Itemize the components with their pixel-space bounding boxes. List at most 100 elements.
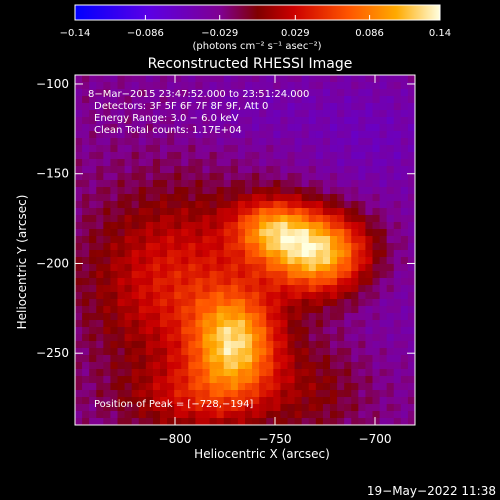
heatmap-cell xyxy=(386,320,395,328)
heatmap-cell xyxy=(202,348,210,356)
heatmap-cell xyxy=(365,117,373,125)
heatmap-cell xyxy=(96,271,104,279)
heatmap-cell xyxy=(372,313,380,321)
heatmap-cell xyxy=(216,159,225,167)
heatmap-cell xyxy=(315,341,324,349)
heatmap-cell xyxy=(294,159,303,167)
heatmap-cell xyxy=(301,278,310,286)
heatmap-cell xyxy=(266,278,274,286)
heatmap-cell xyxy=(138,138,147,146)
x-tick-label: −800 xyxy=(159,432,192,446)
heatmap-cell xyxy=(103,355,111,363)
heatmap-cell xyxy=(181,131,189,139)
heatmap-cell xyxy=(181,159,189,167)
heatmap-cell xyxy=(379,418,388,426)
heatmap-cell xyxy=(237,194,246,202)
heatmap-cell xyxy=(301,194,310,202)
heatmap-cell xyxy=(372,292,380,300)
heatmap-cell xyxy=(103,404,111,412)
heatmap-cell xyxy=(337,201,345,209)
heatmap-cell xyxy=(138,306,147,314)
heatmap-cell xyxy=(322,131,331,139)
heatmap-cell xyxy=(230,82,239,90)
heatmap-cell xyxy=(96,208,104,216)
heatmap-cell xyxy=(280,243,288,251)
heatmap-cell xyxy=(358,103,366,111)
heatmap-cell xyxy=(322,243,331,251)
heatmap-cell xyxy=(266,131,274,139)
heatmap-cell xyxy=(287,96,295,104)
heatmap-cell xyxy=(160,173,168,181)
heatmap-cell xyxy=(216,229,225,237)
heatmap-cell xyxy=(386,390,395,398)
heatmap-cell xyxy=(351,257,359,265)
heatmap-cell xyxy=(174,103,182,111)
heatmap-cell xyxy=(266,180,274,188)
heatmap-cell xyxy=(138,404,147,412)
heatmap-cell xyxy=(273,257,281,265)
heatmap-cell xyxy=(351,404,359,412)
heatmap-cell xyxy=(209,243,218,251)
heatmap-cell xyxy=(407,306,416,314)
heatmap-cell xyxy=(96,187,104,195)
heatmap-cell xyxy=(188,278,196,286)
heatmap-cell xyxy=(145,264,154,272)
heatmap-cell xyxy=(322,404,331,412)
heatmap-cell xyxy=(174,278,182,286)
heatmap-cell xyxy=(266,341,274,349)
heatmap-cell xyxy=(82,187,90,195)
heatmap-cell xyxy=(167,397,175,405)
heatmap-cell xyxy=(308,117,317,125)
heatmap-cell xyxy=(351,138,359,146)
heatmap-cell xyxy=(117,194,125,202)
heatmap-cell xyxy=(365,404,373,412)
heatmap-cell xyxy=(237,208,246,216)
heatmap-cell xyxy=(344,236,352,244)
heatmap-cell xyxy=(358,145,366,153)
heatmap-cell xyxy=(145,75,154,83)
heatmap-cell xyxy=(393,117,402,125)
heatmap-cell xyxy=(188,341,196,349)
heatmap-cell xyxy=(372,376,380,384)
heatmap-cell xyxy=(209,376,218,384)
heatmap-cell xyxy=(110,397,118,405)
heatmap-cell xyxy=(344,215,352,223)
heatmap-cell xyxy=(181,236,189,244)
heatmap-cell xyxy=(344,306,352,314)
heatmap-cell xyxy=(160,348,168,356)
heatmap-cell xyxy=(315,390,324,398)
heatmap-cell xyxy=(145,124,154,132)
heatmap-cell xyxy=(145,355,154,363)
heatmap-cell xyxy=(273,243,281,251)
heatmap-cell xyxy=(174,215,182,223)
heatmap-cell xyxy=(237,334,246,342)
heatmap-cell xyxy=(379,166,388,174)
heatmap-cell xyxy=(351,82,359,90)
heatmap-cell xyxy=(344,285,352,293)
heatmap-cell xyxy=(167,257,175,265)
heatmap-cell xyxy=(216,110,225,118)
heatmap-cell xyxy=(294,229,303,237)
heatmap-cell xyxy=(407,383,416,391)
heatmap-cell xyxy=(351,418,359,426)
heatmap-cell xyxy=(138,75,147,83)
heatmap-cell xyxy=(138,82,147,90)
heatmap-cell xyxy=(160,264,168,272)
heatmap-cell xyxy=(407,110,416,118)
heatmap-cell xyxy=(351,285,359,293)
heatmap-cell xyxy=(287,180,295,188)
heatmap-cell xyxy=(75,110,83,118)
heatmap-cell xyxy=(273,334,281,342)
heatmap-cell xyxy=(223,243,232,251)
heatmap-cell xyxy=(386,264,395,272)
heatmap-cell xyxy=(145,243,154,251)
heatmap-cell xyxy=(308,124,317,132)
heatmap-cell xyxy=(181,348,189,356)
heatmap-cell xyxy=(294,215,303,223)
heatmap-cell xyxy=(365,355,373,363)
heatmap-cell xyxy=(167,243,175,251)
heatmap-cell xyxy=(237,124,246,132)
heatmap-cell xyxy=(124,215,133,223)
heatmap-cell xyxy=(245,117,253,125)
heatmap-cell xyxy=(145,208,154,216)
